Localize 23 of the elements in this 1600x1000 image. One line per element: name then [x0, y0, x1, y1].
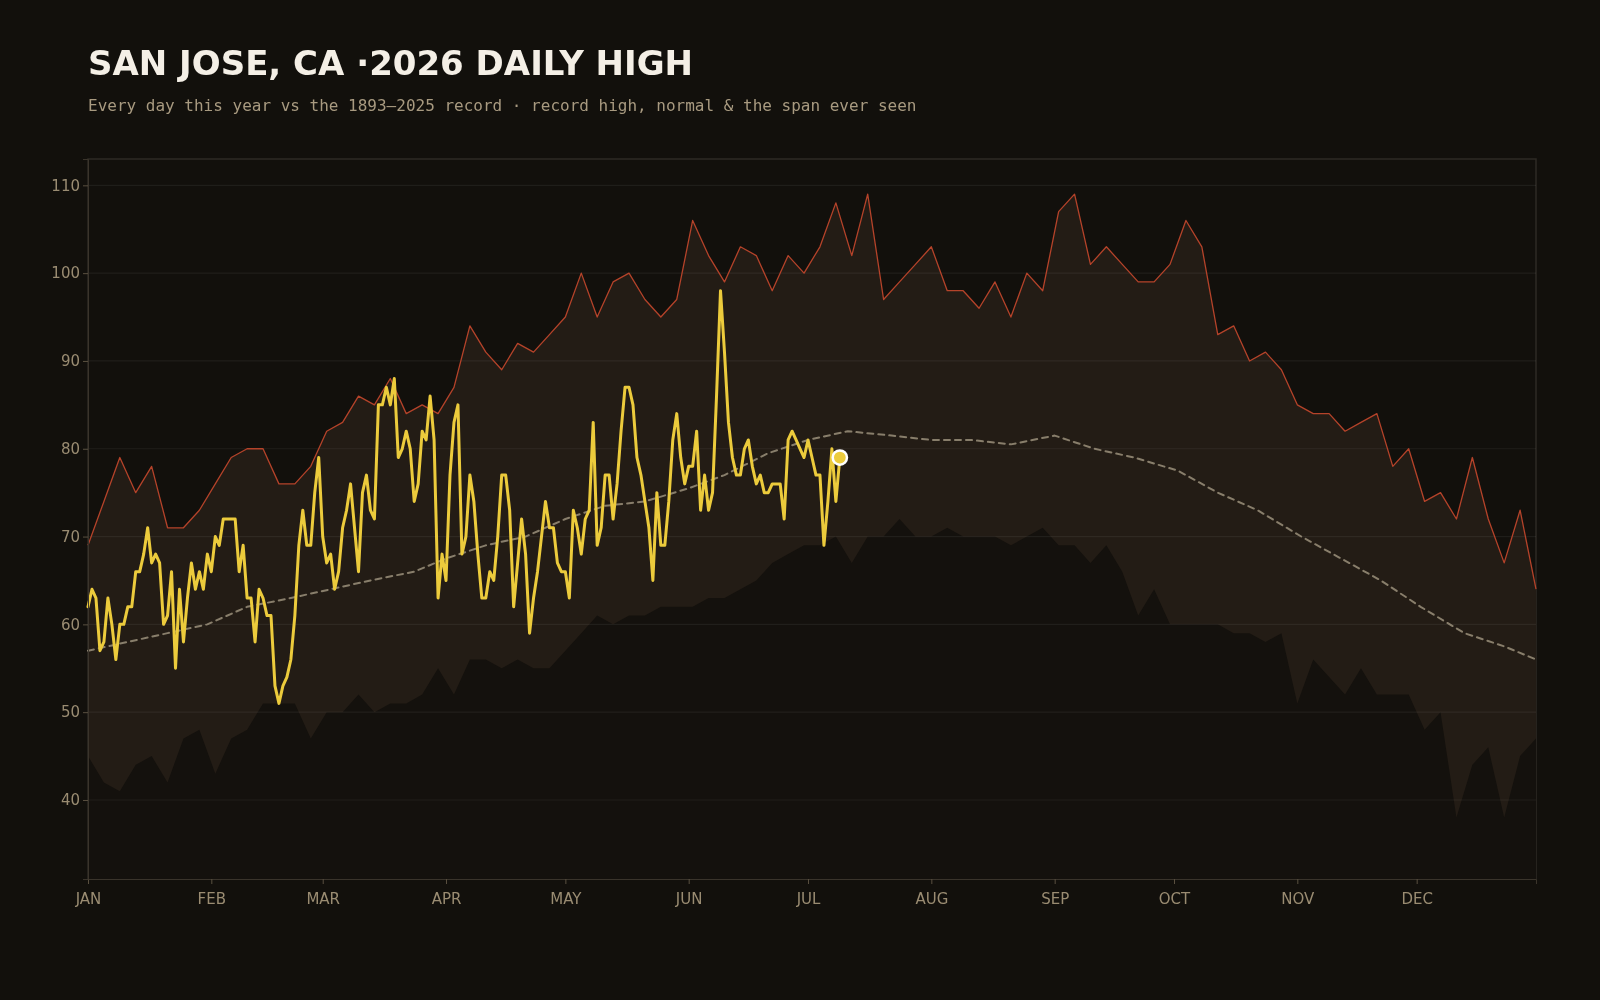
chart-title: SAN JOSE, CA ·2026 DAILY HIGH	[88, 43, 694, 83]
y-tick-label: 100	[51, 264, 80, 283]
x-tick-label: NOV	[1281, 889, 1316, 908]
line-series	[87, 430, 1537, 661]
chart-subtitle: Every day this year vs the 1893–2025 record · record high, normal & the span ever seen	[88, 96, 917, 115]
x-tick-label: MAY	[550, 889, 583, 908]
x-tick-label: JAN	[74, 889, 102, 908]
x-tick-label: FEB	[197, 889, 227, 908]
y-tick-label: 70	[60, 527, 80, 546]
x-tick-label: SEP	[1041, 889, 1070, 908]
y-tick-label: 40	[60, 791, 80, 810]
x-tick-label: JUL	[795, 889, 822, 908]
y-tick-label: 110	[51, 176, 80, 195]
y-tick-label: 60	[60, 615, 80, 634]
y-tick-label: 90	[60, 352, 80, 371]
x-tick-label: DEC	[1401, 889, 1433, 908]
y-tick-label: 50	[60, 703, 80, 722]
x-tick-label: JUN	[674, 889, 703, 908]
x-tick-label: MAR	[306, 889, 341, 908]
y-tick-label: 80	[60, 440, 80, 459]
x-tick-label: APR	[431, 889, 462, 908]
x-tick-label: OCT	[1158, 889, 1192, 908]
x-tick-label: AUG	[915, 889, 949, 908]
